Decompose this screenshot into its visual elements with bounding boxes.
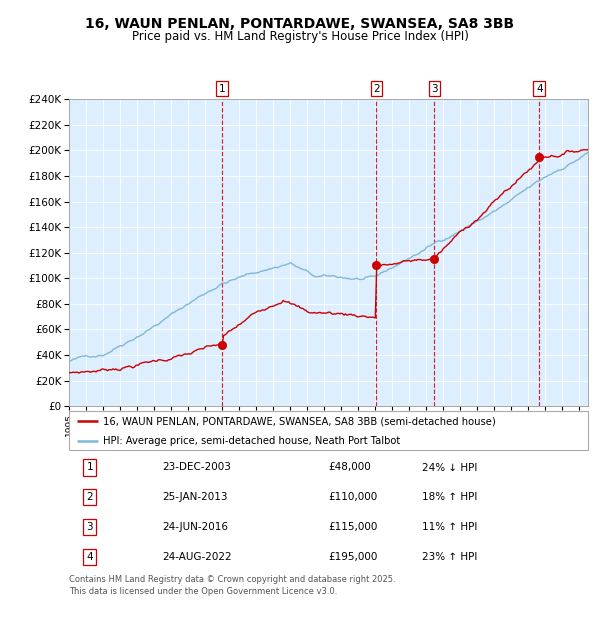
Text: 24-AUG-2022: 24-AUG-2022 xyxy=(163,552,232,562)
Text: Contains HM Land Registry data © Crown copyright and database right 2025.
This d: Contains HM Land Registry data © Crown c… xyxy=(69,575,395,596)
Text: £115,000: £115,000 xyxy=(329,522,378,532)
Text: £195,000: £195,000 xyxy=(329,552,378,562)
Text: 16, WAUN PENLAN, PONTARDAWE, SWANSEA, SA8 3BB (semi-detached house): 16, WAUN PENLAN, PONTARDAWE, SWANSEA, SA… xyxy=(103,417,496,427)
Text: 1: 1 xyxy=(218,84,225,94)
Text: 2: 2 xyxy=(373,84,380,94)
Text: Price paid vs. HM Land Registry's House Price Index (HPI): Price paid vs. HM Land Registry's House … xyxy=(131,30,469,43)
Text: 23% ↑ HPI: 23% ↑ HPI xyxy=(422,552,477,562)
Text: 2: 2 xyxy=(86,492,93,502)
Text: 4: 4 xyxy=(86,552,93,562)
Text: 4: 4 xyxy=(536,84,543,94)
Text: £110,000: £110,000 xyxy=(329,492,378,502)
Text: 18% ↑ HPI: 18% ↑ HPI xyxy=(422,492,477,502)
Text: 16, WAUN PENLAN, PONTARDAWE, SWANSEA, SA8 3BB: 16, WAUN PENLAN, PONTARDAWE, SWANSEA, SA… xyxy=(85,17,515,32)
Text: 1: 1 xyxy=(86,463,93,472)
Text: 3: 3 xyxy=(86,522,93,532)
Text: HPI: Average price, semi-detached house, Neath Port Talbot: HPI: Average price, semi-detached house,… xyxy=(103,436,400,446)
Text: 25-JAN-2013: 25-JAN-2013 xyxy=(163,492,228,502)
Text: 24% ↓ HPI: 24% ↓ HPI xyxy=(422,463,477,472)
Text: 24-JUN-2016: 24-JUN-2016 xyxy=(163,522,229,532)
Text: 23-DEC-2003: 23-DEC-2003 xyxy=(163,463,231,472)
Text: 11% ↑ HPI: 11% ↑ HPI xyxy=(422,522,477,532)
Text: £48,000: £48,000 xyxy=(329,463,371,472)
Text: 3: 3 xyxy=(431,84,438,94)
